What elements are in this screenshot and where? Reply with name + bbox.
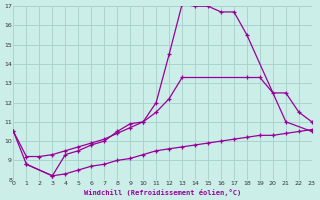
X-axis label: Windchill (Refroidissement éolien,°C): Windchill (Refroidissement éolien,°C) [84,189,241,196]
